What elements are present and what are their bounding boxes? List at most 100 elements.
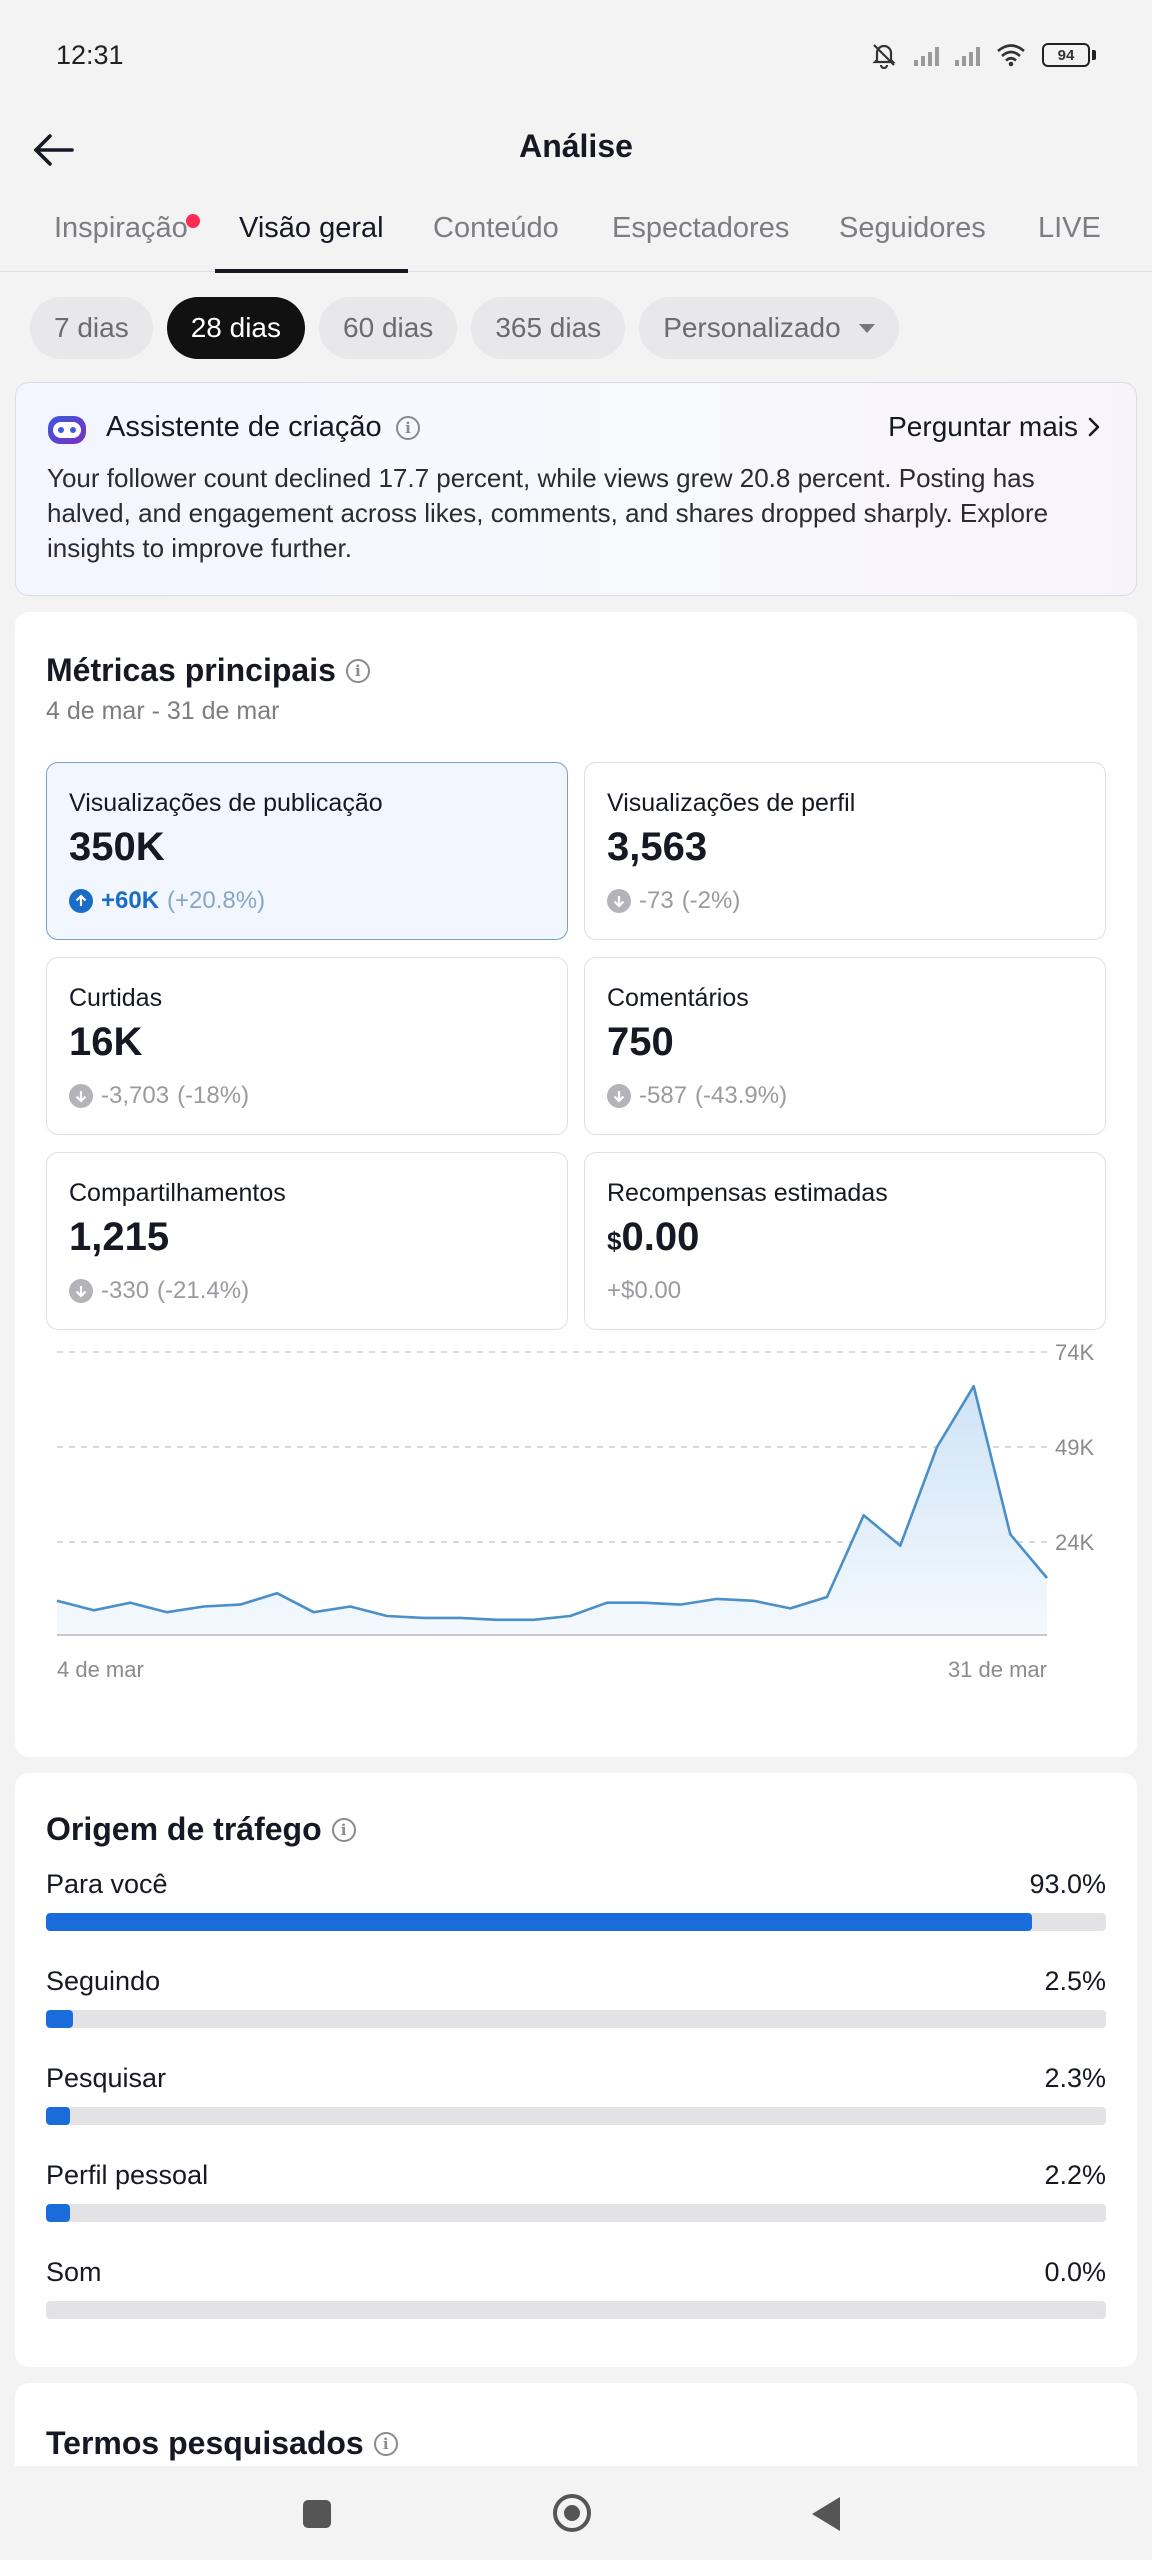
metric-value: 3,563 — [607, 825, 708, 869]
metric-comments[interactable]: Comentários 750 -587 (-43.9%) — [584, 957, 1106, 1135]
tab-label: Visão geral — [239, 212, 384, 244]
tab-label: LIVE — [1038, 212, 1101, 244]
metric-likes[interactable]: Curtidas 16K -3,703 (-18%) — [46, 957, 568, 1135]
tab-bar: Inspiração Visão geral Conteúdo Espectad… — [0, 200, 1152, 273]
metric-label: Compartilhamentos — [69, 1179, 286, 1207]
metric-profile-views[interactable]: Visualizações de perfil 3,563 -73 (-2%) — [584, 762, 1106, 940]
signal-2-icon — [955, 44, 980, 66]
chart-y-tick-label: 74K — [1055, 1342, 1094, 1365]
info-icon[interactable]: i — [373, 2431, 398, 2456]
metrics-date-range: 4 de mar - 31 de mar — [46, 697, 280, 725]
traffic-source-label: Pesquisar — [46, 2063, 167, 2093]
metric-change: +$0.00 — [607, 1277, 681, 1305]
chip-label: Personalizado — [663, 312, 841, 343]
assistant-title: Assistente de criação — [106, 411, 382, 443]
change-amount: -330 — [101, 1277, 150, 1304]
arrow-down-icon — [69, 1279, 93, 1303]
tab-espectadores[interactable]: Espectadores — [612, 212, 789, 272]
tab-seguidores[interactable]: Seguidores — [839, 212, 986, 272]
change-percent: (-43.9%) — [695, 1082, 788, 1109]
metric-value: 1,215 — [69, 1215, 170, 1259]
chip-label: 60 dias — [343, 312, 434, 343]
metric-change: -73 (-2%) — [607, 887, 740, 915]
chart-x-start-label: 4 de mar — [57, 1657, 144, 1682]
range-7-days[interactable]: 7 dias — [30, 297, 153, 359]
change-amount: -587 — [639, 1082, 688, 1109]
search-terms-title: Termos pesquisados — [46, 2425, 364, 2461]
chevron-right-icon — [1088, 417, 1100, 437]
range-60-days[interactable]: 60 dias — [319, 297, 458, 359]
traffic-progress-track — [46, 2301, 1106, 2319]
info-icon[interactable]: i — [396, 416, 420, 440]
tab-live[interactable]: LIVE — [1038, 212, 1101, 272]
metric-value: $0.00 — [607, 1215, 699, 1260]
traffic-source-label: Perfil pessoal — [46, 2160, 209, 2190]
back-arrow-icon[interactable] — [30, 128, 78, 172]
metric-change: -330 (-21.4%) — [69, 1277, 249, 1305]
tab-label: Espectadores — [612, 212, 790, 244]
traffic-progress-fill — [46, 2010, 73, 2028]
chip-label: 7 dias — [54, 312, 129, 343]
chart-y-tick-label: 49K — [1055, 1435, 1094, 1460]
key-metrics-title: Métricas principais — [46, 652, 336, 688]
traffic-source-value: 2.3% — [1044, 2063, 1106, 2093]
info-icon[interactable]: i — [345, 658, 370, 683]
metric-value: 16K — [69, 1020, 143, 1064]
metric-estimated-rewards[interactable]: Recompensas estimadas $0.00 +$0.00 — [584, 1152, 1106, 1330]
traffic-source-row: Para você 93.0% — [46, 1869, 1106, 1939]
change-amount: -3,703 — [101, 1082, 170, 1109]
traffic-source-heading: Origem de tráfego i — [46, 1811, 356, 1848]
traffic-source-label: Seguindo — [46, 1966, 161, 1996]
traffic-progress-fill — [46, 2204, 70, 2222]
traffic-source-label: Som — [46, 2257, 102, 2287]
traffic-source-row: Perfil pessoal 2.2% — [46, 2160, 1106, 2230]
traffic-progress-track — [46, 2107, 1106, 2125]
home-button[interactable] — [553, 2494, 591, 2532]
change-percent: (-2%) — [681, 887, 741, 914]
chip-label: 28 dias — [190, 312, 282, 343]
range-custom-dropdown[interactable]: Personalizado — [639, 297, 899, 359]
assistant-robot-icon — [48, 416, 86, 444]
traffic-source-row: Som 0.0% — [46, 2257, 1106, 2327]
metric-change: -3,703 (-18%) — [69, 1082, 249, 1110]
traffic-source-value: 2.5% — [1044, 1966, 1106, 1996]
info-icon[interactable]: i — [331, 1817, 356, 1842]
mute-bell-icon — [872, 44, 896, 69]
chip-label: 365 dias — [495, 312, 602, 343]
change-percent: (-18%) — [177, 1082, 250, 1109]
caret-down-icon — [858, 323, 875, 333]
tab-inspiracao[interactable]: Inspiração — [54, 212, 200, 272]
recent-apps-button[interactable] — [303, 2500, 331, 2528]
tab-visao-geral[interactable]: Visão geral — [215, 212, 408, 273]
currency-symbol: $ — [607, 1226, 622, 1256]
metric-change: -587 (-43.9%) — [607, 1082, 787, 1110]
metric-post-views[interactable]: Visualizações de publicação 350K +60K (+… — [46, 762, 568, 940]
system-back-button[interactable] — [812, 2497, 840, 2531]
traffic-source-value: 2.2% — [1044, 2160, 1106, 2190]
ask-more-label: Perguntar mais — [888, 411, 1078, 442]
traffic-source-value: 0.0% — [1044, 2257, 1106, 2287]
metric-shares[interactable]: Compartilhamentos 1,215 -330 (-21.4%) — [46, 1152, 568, 1330]
notification-dot — [185, 214, 200, 228]
arrow-down-icon — [69, 1084, 93, 1108]
arrow-down-icon — [607, 889, 631, 913]
battery-level: 94 — [1042, 43, 1090, 67]
metric-label: Comentários — [607, 984, 749, 1012]
change-amount: -73 — [639, 887, 674, 914]
ask-more-button[interactable]: Perguntar mais — [888, 411, 1102, 443]
change-percent: (+20.8%) — [167, 887, 266, 914]
metric-value: 350K — [69, 825, 165, 869]
arrow-down-icon — [607, 1084, 631, 1108]
arrow-up-icon — [69, 889, 93, 913]
system-navigation-bar — [0, 2466, 1152, 2560]
range-365-days[interactable]: 365 dias — [471, 297, 626, 359]
post-views-chart: 74K 49K 24K 4 de mar 31 de mar — [56, 1342, 1094, 1682]
range-28-days[interactable]: 28 dias — [166, 297, 306, 359]
traffic-source-row: Seguindo 2.5% — [46, 1966, 1106, 2036]
tab-conteudo[interactable]: Conteúdo — [433, 212, 559, 272]
chart-x-end-label: 31 de mar — [948, 1657, 1047, 1682]
traffic-progress-fill — [46, 1913, 1032, 1931]
search-terms-heading: Termos pesquisados i — [46, 2425, 398, 2462]
signal-1-icon — [914, 44, 939, 66]
chart-y-tick-label: 24K — [1055, 1530, 1094, 1555]
